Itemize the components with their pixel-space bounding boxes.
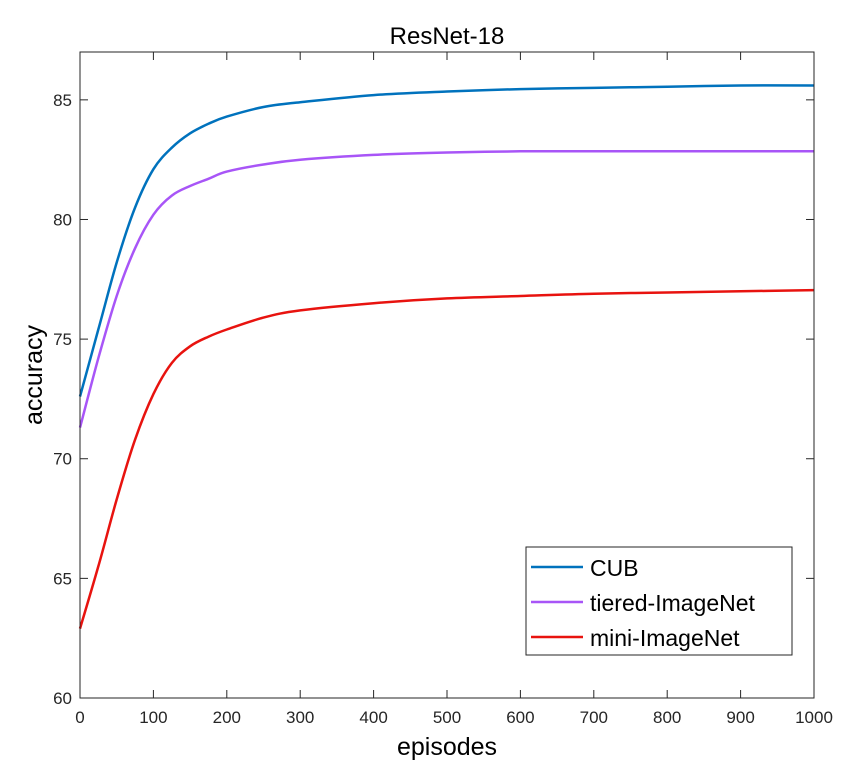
x-tick-label: 300: [286, 708, 314, 727]
x-tick-label: 0: [75, 708, 84, 727]
y-tick-label: 85: [53, 91, 72, 110]
x-tick-label: 400: [359, 708, 387, 727]
x-tick-label: 600: [506, 708, 534, 727]
x-tick-label: 1000: [795, 708, 833, 727]
series-lines: [78, 84, 815, 629]
series-line-cub: [78, 84, 815, 397]
y-tick-label: 80: [53, 210, 72, 229]
x-tick-label: 200: [213, 708, 241, 727]
series-line-tiered-imagenet: [78, 149, 814, 428]
legend: CUB tiered-ImageNet mini-ImageNet: [525, 546, 793, 656]
chart-title: ResNet-18: [390, 23, 505, 50]
legend-label-mini-imagenet: mini-ImageNet: [590, 625, 740, 651]
x-tick-label: 500: [433, 708, 461, 727]
y-tick-label: 75: [53, 330, 72, 349]
x-tick-label: 900: [726, 708, 754, 727]
x-tick-label: 800: [653, 708, 681, 727]
x-tick-label: 700: [580, 708, 608, 727]
x-ticks: 0 100 200 300 400 500 600 700 800 900 1000: [75, 52, 833, 727]
series-line-mini-imagenet: [78, 288, 815, 629]
x-tick-label: 100: [139, 708, 167, 727]
y-tick-label: 60: [53, 689, 72, 708]
x-axis-label: episodes: [397, 733, 497, 761]
y-tick-label: 65: [53, 569, 72, 588]
legend-label-cub: CUB: [590, 555, 639, 581]
y-ticks: 60 65 70 75 80 85: [53, 91, 814, 708]
legend-label-tiered-imagenet: tiered-ImageNet: [590, 590, 756, 616]
y-axis-label: accuracy: [20, 324, 48, 425]
y-tick-label: 70: [53, 450, 72, 469]
